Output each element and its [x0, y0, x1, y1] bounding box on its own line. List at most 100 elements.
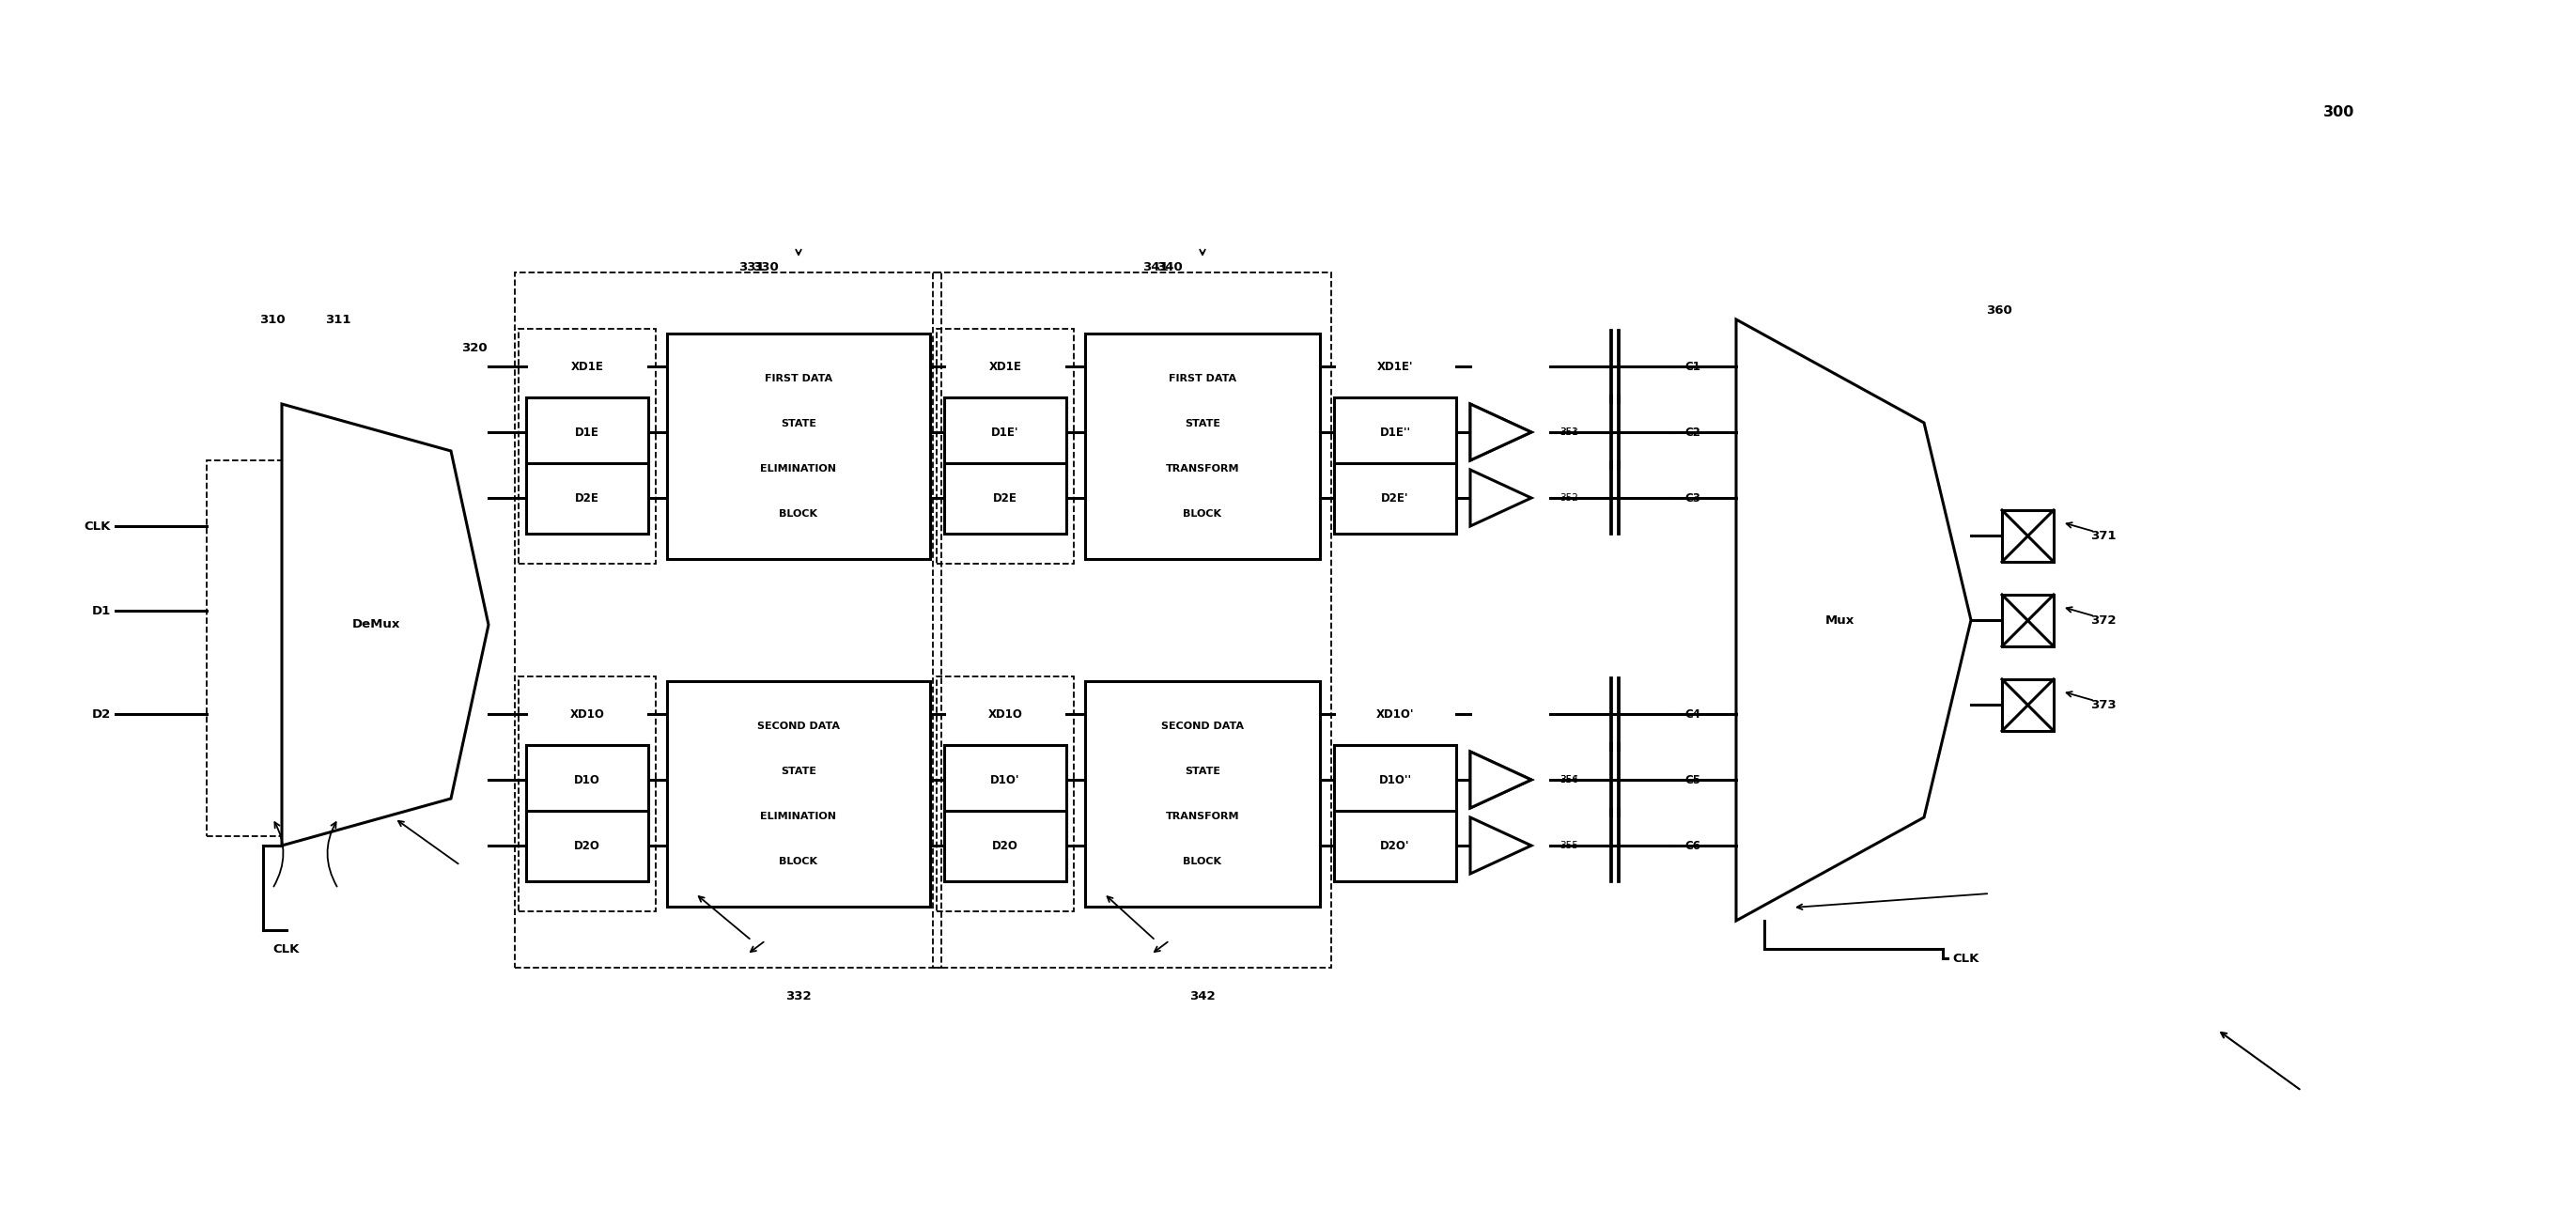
Text: BLOCK: BLOCK: [1182, 509, 1221, 519]
Bar: [2002, 510, 2053, 562]
Text: 356: 356: [1558, 775, 1579, 784]
Bar: [938, 676, 1074, 912]
Bar: [667, 681, 930, 907]
Bar: [1334, 811, 1455, 881]
Text: C4: C4: [1685, 708, 1700, 720]
Text: 300: 300: [2324, 106, 2354, 120]
Text: STATE: STATE: [1185, 420, 1221, 428]
Polygon shape: [1471, 470, 1530, 526]
Text: D2E: D2E: [994, 492, 1018, 504]
Text: 353: 353: [1558, 427, 1579, 437]
Text: SECOND DATA: SECOND DATA: [1162, 721, 1244, 731]
Text: D2E': D2E': [1381, 492, 1409, 504]
Text: FIRST DATA: FIRST DATA: [1170, 374, 1236, 383]
Bar: [1084, 681, 1319, 907]
Polygon shape: [1471, 404, 1530, 460]
Text: CLK: CLK: [85, 520, 111, 533]
Text: XD1E: XD1E: [572, 361, 603, 373]
Polygon shape: [1471, 817, 1530, 874]
Text: C5: C5: [1685, 774, 1700, 787]
Text: 360: 360: [1986, 304, 2012, 317]
Text: 311: 311: [325, 313, 350, 325]
Text: D1O'': D1O'': [1378, 774, 1412, 787]
Text: D1O': D1O': [989, 774, 1020, 787]
Text: DeMux: DeMux: [353, 618, 399, 631]
Text: 372: 372: [2089, 614, 2115, 626]
Text: BLOCK: BLOCK: [781, 856, 817, 866]
Text: 355: 355: [1558, 840, 1579, 850]
Bar: [2002, 680, 2053, 731]
Bar: [526, 398, 649, 467]
Text: C3: C3: [1685, 492, 1700, 504]
Text: D2: D2: [93, 708, 111, 720]
Bar: [1334, 463, 1455, 534]
Bar: [667, 334, 930, 560]
Bar: [945, 811, 1066, 881]
Bar: [526, 463, 649, 534]
Text: 340: 340: [1157, 261, 1182, 274]
Bar: [1334, 398, 1455, 467]
Text: 330: 330: [752, 261, 778, 274]
Text: D2O': D2O': [1381, 839, 1409, 852]
Text: FIRST DATA: FIRST DATA: [765, 374, 832, 383]
Text: TRANSFORM: TRANSFORM: [1164, 812, 1239, 821]
Bar: [1084, 334, 1319, 560]
Text: TRANSFORM: TRANSFORM: [1164, 464, 1239, 474]
Text: XD1E: XD1E: [989, 361, 1023, 373]
Text: XD1O: XD1O: [569, 708, 605, 720]
Text: 310: 310: [260, 313, 286, 325]
Bar: [515, 272, 940, 968]
Text: SECOND DATA: SECOND DATA: [757, 721, 840, 731]
Polygon shape: [281, 404, 489, 845]
Bar: [933, 272, 1332, 968]
Bar: [1334, 745, 1455, 816]
Text: D2E: D2E: [574, 492, 600, 504]
Text: ELIMINATION: ELIMINATION: [760, 812, 837, 821]
Bar: [518, 329, 657, 563]
Text: C1: C1: [1685, 361, 1700, 373]
Bar: [206, 460, 281, 836]
Text: 331: 331: [739, 261, 765, 274]
Text: 342: 342: [1190, 990, 1216, 1002]
Text: XD1E': XD1E': [1378, 361, 1414, 373]
Text: BLOCK: BLOCK: [781, 509, 817, 519]
Text: D1E'': D1E'': [1381, 426, 1412, 438]
Text: C6: C6: [1685, 839, 1700, 852]
Text: 354: 354: [1558, 775, 1579, 784]
Text: STATE: STATE: [1185, 767, 1221, 775]
Text: XD1O: XD1O: [989, 708, 1023, 720]
Bar: [526, 811, 649, 881]
Text: 332: 332: [786, 990, 811, 1002]
Bar: [2002, 595, 2053, 647]
Text: STATE: STATE: [781, 420, 817, 428]
Bar: [945, 745, 1066, 816]
Polygon shape: [1736, 319, 1971, 920]
Text: XD1O': XD1O': [1376, 708, 1414, 720]
Text: STATE: STATE: [781, 767, 817, 775]
Bar: [938, 329, 1074, 563]
Text: 373: 373: [2089, 698, 2117, 710]
Text: 371: 371: [2089, 529, 2115, 541]
Text: 352: 352: [1558, 493, 1579, 503]
Bar: [518, 676, 657, 912]
Text: CLK: CLK: [1953, 952, 1978, 964]
Text: ELIMINATION: ELIMINATION: [760, 464, 837, 474]
Text: D1E: D1E: [574, 426, 600, 438]
Bar: [945, 398, 1066, 467]
Text: Mux: Mux: [1824, 614, 1855, 626]
Text: BLOCK: BLOCK: [1182, 856, 1221, 866]
Text: D1O: D1O: [574, 774, 600, 787]
Text: CLK: CLK: [273, 942, 299, 955]
Polygon shape: [1471, 752, 1530, 807]
Bar: [526, 745, 649, 816]
Bar: [945, 463, 1066, 534]
Text: D1: D1: [93, 605, 111, 617]
Text: D2O: D2O: [574, 839, 600, 852]
Polygon shape: [1471, 404, 1530, 460]
Text: 351: 351: [1558, 427, 1579, 437]
Text: 341: 341: [1144, 261, 1170, 274]
Polygon shape: [1471, 752, 1530, 807]
Text: 320: 320: [461, 341, 487, 353]
Text: D1E': D1E': [992, 426, 1020, 438]
Text: D2O: D2O: [992, 839, 1018, 852]
